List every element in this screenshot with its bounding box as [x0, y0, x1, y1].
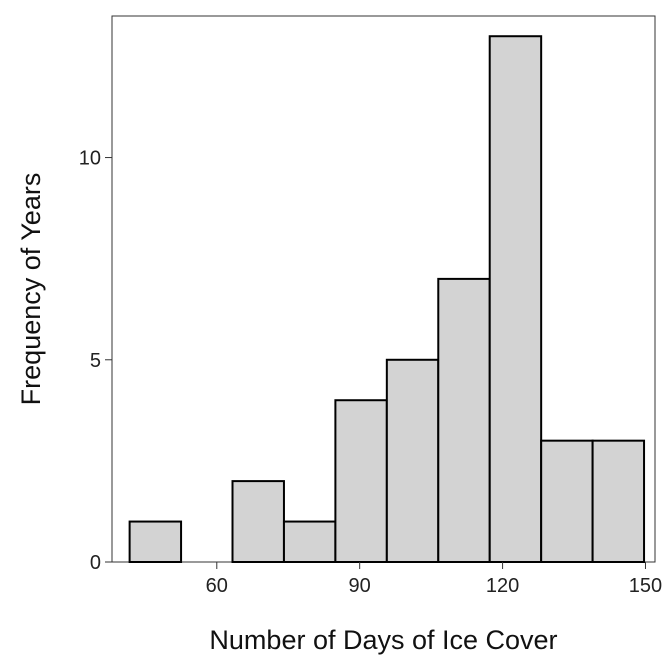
x-axis-title: Number of Days of Ice Cover	[209, 625, 557, 655]
histogram-bar-7	[437, 277, 491, 563]
y-tick-label: 0	[90, 552, 101, 574]
y-tick-label: 5	[90, 350, 101, 372]
histogram-bar-5	[334, 399, 388, 563]
y-axis-title: Frequency of Years	[16, 173, 46, 406]
x-axis-ticks: 60 90 120 150	[206, 562, 662, 597]
histogram-bar-6	[385, 358, 440, 563]
histogram-bar-4	[282, 520, 337, 563]
bars-group	[128, 35, 646, 563]
x-tick-label: 90	[349, 575, 371, 597]
histogram-bar-3	[231, 480, 285, 563]
x-tick-label: 150	[629, 575, 662, 597]
histogram-bar-9	[540, 439, 594, 563]
x-tick-label: 60	[206, 575, 228, 597]
x-tick-label: 120	[486, 575, 519, 597]
histogram-bar-1	[128, 520, 183, 563]
y-axis-ticks: 0 5 10	[79, 148, 112, 574]
histogram-bar-10	[591, 439, 646, 563]
y-tick-label: 10	[79, 148, 101, 170]
histogram-bar-8	[488, 35, 543, 563]
